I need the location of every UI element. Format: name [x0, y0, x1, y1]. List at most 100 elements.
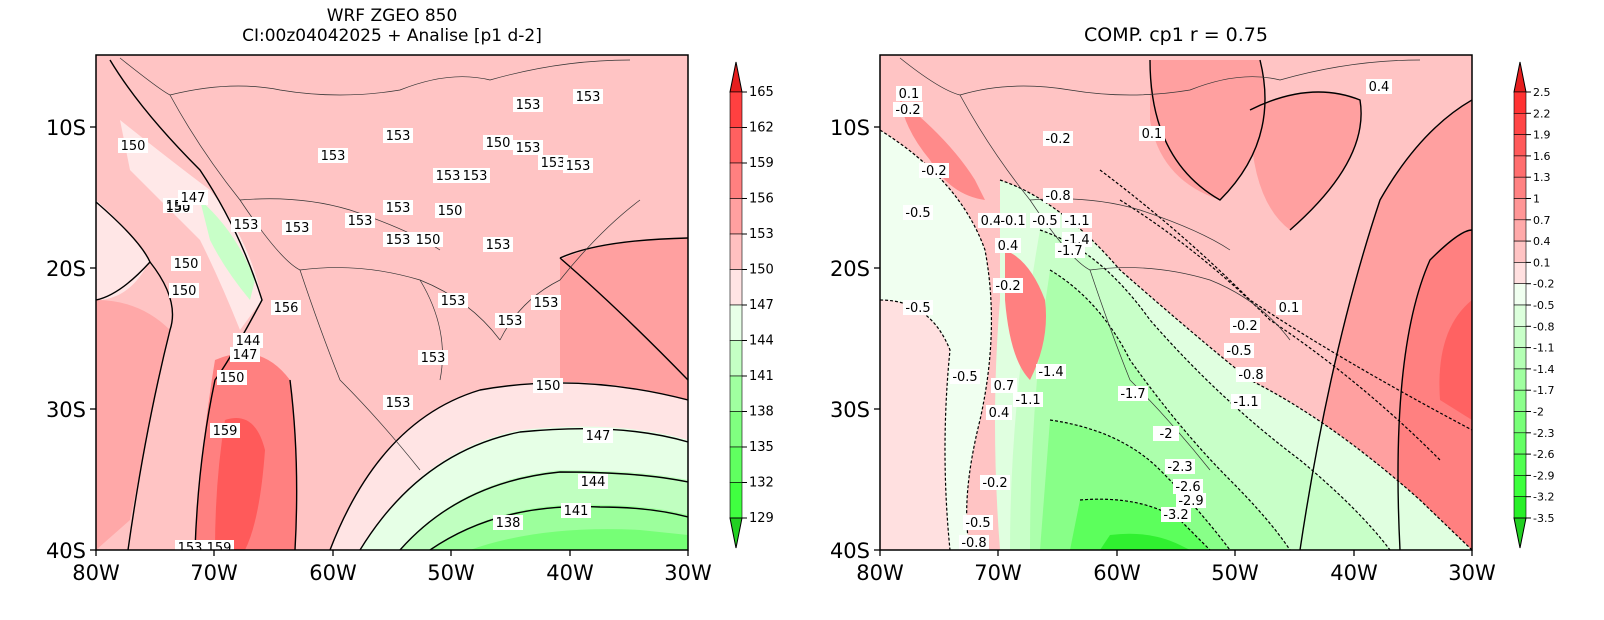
contour-label: -1.1: [1231, 394, 1261, 410]
lon-tick-label: 60W: [309, 561, 357, 585]
left-axis-ticks: [90, 126, 689, 556]
svg-text:-0.5: -0.5: [1226, 344, 1251, 359]
contour-label: 153: [175, 540, 205, 556]
svg-text:0.4: 0.4: [989, 406, 1010, 421]
colorbar-box: [1513, 91, 1527, 114]
lat-tick-label: 20S: [830, 257, 870, 281]
contour-label: 144: [233, 333, 263, 349]
svg-text:153: 153: [421, 351, 446, 366]
lat-tick-label: 40S: [830, 539, 870, 563]
svg-text:-0.2: -0.2: [895, 103, 920, 118]
left-colorbar-boxes: [729, 61, 743, 549]
colorbar-box: [1513, 240, 1527, 263]
contour-label: 150: [533, 378, 563, 394]
contour-label: 141: [561, 503, 591, 519]
lon-tick-label: 40W: [546, 561, 594, 585]
svg-text:150: 150: [416, 233, 441, 248]
right-colorbar-boxes: [1513, 61, 1527, 549]
svg-text:-3.2: -3.2: [1163, 508, 1188, 523]
colorbar-tick-label: 1.6: [1533, 150, 1551, 163]
colorbar-arrow-bottom: [1513, 517, 1527, 549]
left-lat-labels: 10S 20S 30S 40S: [46, 116, 86, 563]
contour-label: -0.2: [919, 163, 949, 179]
svg-text:138: 138: [496, 516, 521, 531]
svg-text:-0.5: -0.5: [905, 206, 930, 221]
left-lon-labels: 80W 70W 60W 50W 40W 30W: [72, 561, 712, 585]
colorbar-tick-label: 156: [749, 192, 774, 207]
colorbar-tick-label: 1.9: [1533, 129, 1551, 142]
contour-label: -0.2: [1043, 131, 1073, 147]
colorbar-tick-label: 138: [749, 405, 774, 420]
colorbar-box: [1513, 453, 1527, 476]
svg-text:141: 141: [564, 504, 589, 519]
contour-label: 0.4: [978, 213, 1004, 229]
colorbar-arrow-bottom: [729, 517, 743, 549]
svg-text:-2.6: -2.6: [1175, 480, 1200, 495]
lon-tick-label: 70W: [190, 561, 238, 585]
lat-tick-label: 20S: [46, 257, 86, 281]
colorbar-box: [1513, 368, 1527, 391]
colorbar-tick-label: 0.7: [1533, 214, 1551, 227]
contour-label: -0.8: [959, 535, 989, 550]
colorbar-box: [729, 340, 743, 377]
colorbar-box: [729, 482, 743, 519]
colorbar-box: [729, 375, 743, 412]
contour-label: -1.7: [1118, 386, 1148, 402]
colorbar-tick-label: 2.2: [1533, 107, 1551, 120]
contour-label: 147: [583, 428, 613, 444]
contour-label: -3.2: [1161, 507, 1191, 523]
right-title: COMP. cp1 r = 0.75: [1084, 24, 1268, 46]
svg-text:0.4: 0.4: [981, 214, 1002, 229]
contour-label: -0.5: [1030, 213, 1060, 229]
svg-text:147: 147: [181, 191, 206, 206]
svg-text:153: 153: [516, 141, 541, 156]
svg-text:153: 153: [178, 541, 203, 556]
colorbar-box: [1513, 134, 1527, 157]
contour-label: -1.7: [1055, 243, 1085, 259]
right-field: 0.1 -0.2 -0.2 0.1 -0.2 -0.5 -0.8 0.4 -0.…: [880, 55, 1472, 550]
contour-label: 150: [217, 370, 247, 386]
svg-text:153: 153: [285, 221, 310, 236]
lat-tick-label: 10S: [46, 116, 86, 140]
svg-text:-0.5: -0.5: [905, 301, 930, 316]
colorbar-tick-label: 129: [749, 511, 774, 526]
svg-text:150: 150: [220, 371, 245, 386]
svg-text:-0.8: -0.8: [1045, 189, 1070, 204]
left-map-panel: WRF ZGEO 850 CI:00z04042025 + Analise [p…: [46, 6, 774, 585]
colorbar-tick-label: -2.3: [1533, 427, 1554, 440]
left-field: 153 153 153 153 153 150 153 153 150 153 …: [96, 55, 688, 556]
colorbar-tick-label: -3.2: [1533, 491, 1554, 504]
contour-label: 159: [204, 540, 234, 550]
svg-text:0.1: 0.1: [1142, 127, 1163, 142]
contour-label: 150: [435, 203, 465, 219]
left-contour-labels: 153 153 153 153 153 150 153 153 150 153 …: [118, 89, 613, 556]
svg-text:0.1: 0.1: [1279, 301, 1300, 316]
contour-label: 153: [383, 395, 413, 411]
contour-label: 147: [230, 347, 260, 363]
colorbar-box: [1513, 432, 1527, 455]
colorbar-tick-label: 150: [749, 263, 774, 278]
contour-label: -0.2: [893, 102, 923, 118]
svg-text:153: 153: [441, 294, 466, 309]
contour-label: -0.8: [1043, 188, 1073, 204]
lon-tick-label: 60W: [1093, 561, 1141, 585]
colorbar-box: [1513, 176, 1527, 199]
svg-text:-1.1: -1.1: [1064, 214, 1089, 229]
contour-label: 153: [231, 217, 261, 233]
svg-text:-0.5: -0.5: [965, 516, 990, 531]
svg-text:156: 156: [274, 301, 299, 316]
contour-label: 153: [345, 213, 375, 229]
contour-label: 0.4: [986, 405, 1012, 421]
contour-label: 153: [383, 200, 413, 216]
lat-tick-label: 30S: [830, 398, 870, 422]
lat-tick-label: 40S: [46, 539, 86, 563]
contour-label: 153: [282, 220, 312, 236]
contour-label: 150: [413, 232, 443, 248]
contour-label: 153: [483, 237, 513, 253]
contour-label: 150: [169, 283, 199, 299]
colorbar-tick-label: -1.1: [1533, 342, 1554, 355]
colorbar-tick-label: 0.1: [1533, 256, 1551, 269]
svg-text:150: 150: [438, 204, 463, 219]
colorbar-tick-label: 132: [749, 476, 774, 491]
